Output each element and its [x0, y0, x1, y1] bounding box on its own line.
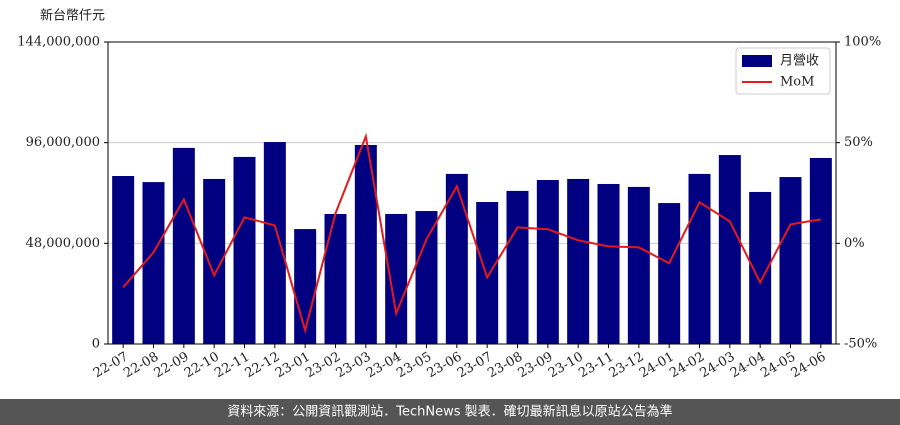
legend-label: 月營收: [780, 54, 819, 69]
line: [122, 132, 821, 335]
bar: [415, 211, 438, 344]
bar: [658, 203, 681, 344]
bar: [718, 155, 741, 344]
y2-tick-label: 0%: [844, 236, 865, 251]
legend-label: MoM: [780, 75, 814, 90]
y2-tick-label: -50%: [844, 337, 877, 352]
bar: [809, 157, 832, 344]
y2-tick-label: 50%: [844, 135, 873, 150]
y-tick-label: 48,000,000: [26, 236, 100, 251]
bar: [688, 173, 711, 344]
bar: [597, 183, 620, 344]
bar: [172, 147, 195, 344]
footer-text: 資料來源：公開資訊觀測站．TechNews 製表．確切最新訊息以原站公告為準: [227, 404, 672, 420]
bar: [536, 179, 559, 344]
footer-bar: [0, 399, 900, 425]
bar: [385, 213, 408, 344]
bar: [476, 202, 499, 344]
bar: [203, 178, 226, 344]
y-axis-label: 新台幣仟元: [40, 8, 105, 24]
bar: [354, 144, 377, 344]
bar: [779, 177, 802, 344]
bar: [324, 213, 347, 344]
bar: [749, 191, 772, 344]
bar: [233, 156, 256, 344]
plot-frame: [107, 41, 837, 345]
bar: [445, 173, 468, 344]
y2-tick-label: 100%: [844, 35, 881, 50]
y-tick-label: 144,000,000: [17, 35, 100, 50]
bar: [112, 176, 135, 344]
bar: [627, 186, 650, 344]
bar: [567, 178, 590, 344]
legend-swatch: [742, 55, 772, 67]
bar: [263, 142, 286, 344]
bar: [294, 229, 317, 344]
x-tick-label: 24-06: [789, 350, 829, 382]
y-tick-label: 0: [92, 337, 100, 352]
y-tick-label: 96,000,000: [26, 135, 100, 150]
bar: [142, 182, 165, 344]
bar: [506, 190, 529, 344]
